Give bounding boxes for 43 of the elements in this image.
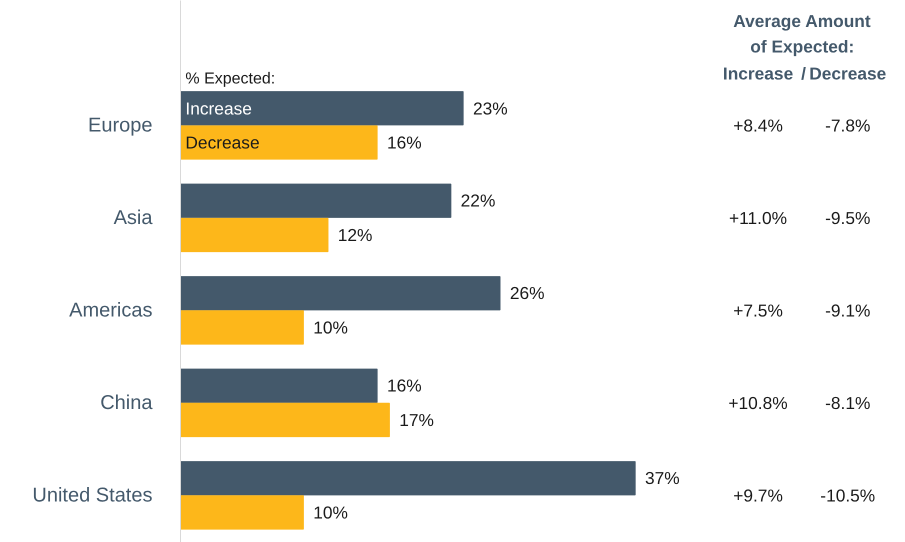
data-label: 10% xyxy=(313,317,348,338)
bar xyxy=(180,461,636,496)
text: -7.8% xyxy=(825,115,870,136)
data-label: 16% xyxy=(386,376,422,396)
text: +11.0% xyxy=(729,208,788,228)
data-label: 17% xyxy=(399,410,434,430)
y-tick-label: Asia xyxy=(114,206,154,229)
text: -8.1% xyxy=(825,392,870,413)
bar xyxy=(180,402,390,438)
y-tick-label: Americas xyxy=(69,299,153,322)
bar xyxy=(180,368,378,403)
text: +9.7% xyxy=(733,485,783,506)
text: -9.1% xyxy=(825,300,870,320)
data-label: 12% xyxy=(338,224,372,245)
bar xyxy=(180,218,328,252)
text: -9.5% xyxy=(825,208,870,228)
bar xyxy=(180,495,304,530)
text: +10.8% xyxy=(728,392,788,413)
bar xyxy=(180,91,464,126)
bar xyxy=(180,184,452,218)
data-label: 22% xyxy=(460,190,496,211)
text: Decrease xyxy=(809,64,887,84)
bar xyxy=(180,310,304,345)
bar xyxy=(180,125,378,160)
text: -10.5% xyxy=(820,485,876,506)
y-tick-label: China xyxy=(100,392,154,414)
legend-title: % Expected: xyxy=(185,70,276,88)
data-label: 23% xyxy=(472,98,508,118)
text: of Expected: xyxy=(750,36,854,57)
text: +8.4% xyxy=(733,115,783,136)
text: / xyxy=(801,64,806,84)
text: Average Amount xyxy=(733,10,871,31)
series-label: Increase xyxy=(185,98,252,118)
data-label: 37% xyxy=(644,468,680,488)
series-label: Decrease xyxy=(185,132,260,152)
data-label: 26% xyxy=(510,283,545,304)
text: +7.5% xyxy=(733,300,783,320)
y-tick-label: United States xyxy=(32,484,153,506)
data-label: 10% xyxy=(313,502,348,522)
bar xyxy=(180,276,500,310)
data-label: 16% xyxy=(386,132,422,152)
y-tick-label: Europe xyxy=(88,114,153,136)
text: Increase xyxy=(722,64,794,84)
